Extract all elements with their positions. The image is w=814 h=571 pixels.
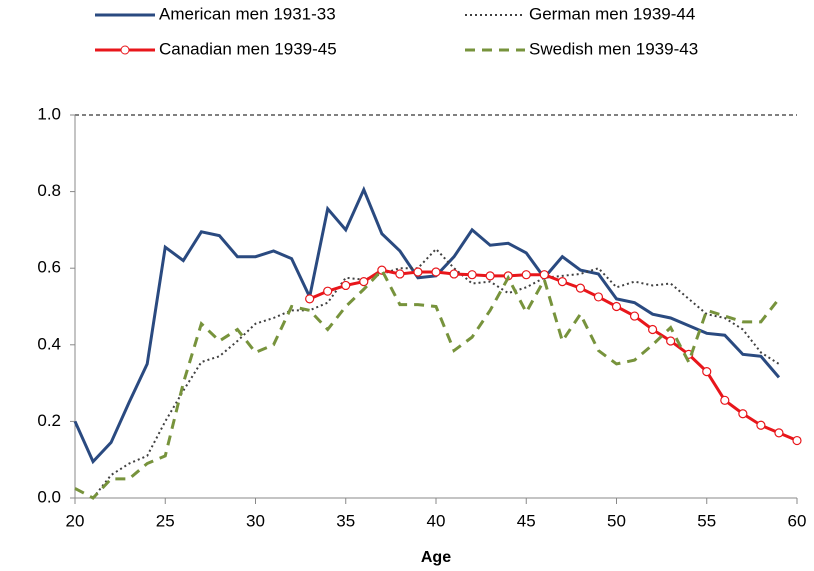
y-tick-label: 0.4 (37, 334, 61, 353)
point (323, 286, 333, 296)
x-tick-label: 35 (336, 511, 355, 530)
series-line (74, 267, 781, 500)
point (359, 277, 369, 287)
point (575, 283, 586, 293)
point (611, 301, 622, 312)
x-tick-label: 25 (156, 511, 175, 530)
point (431, 267, 441, 277)
series-line (309, 268, 798, 442)
x-tick-label: 50 (607, 511, 626, 530)
series-line (73, 185, 781, 465)
point (593, 292, 604, 302)
point (629, 311, 640, 321)
y-tick-label: 0.2 (37, 411, 61, 430)
point (413, 267, 423, 277)
point (738, 409, 748, 419)
point (756, 420, 766, 430)
point (449, 269, 459, 279)
legend-marker (120, 45, 130, 55)
y-tick-label: 1.0 (37, 104, 61, 123)
point (305, 294, 315, 304)
y-tick-label: 0.6 (37, 258, 61, 277)
legend-label: Canadian men 1939-45 (159, 39, 337, 58)
point (485, 271, 495, 281)
legend-label: Swedish men 1939-43 (529, 39, 698, 58)
point (702, 367, 712, 377)
point (666, 336, 676, 346)
legend-label: German men 1939-44 (529, 4, 695, 23)
point (720, 395, 730, 405)
series-line (92, 247, 780, 499)
x-tick-label: 45 (517, 511, 536, 530)
x-tick-label: 20 (66, 511, 85, 530)
point (557, 277, 567, 287)
point (521, 270, 531, 280)
legend-label: American men 1931-33 (159, 4, 336, 23)
y-tick-label: 0.0 (37, 487, 61, 506)
x-tick-label: 55 (697, 511, 716, 530)
point (792, 435, 802, 446)
point (341, 280, 351, 291)
point (395, 269, 405, 279)
x-axis-label: Age (421, 549, 451, 566)
point (647, 324, 658, 335)
x-tick-label: 60 (788, 511, 807, 530)
x-tick-label: 40 (427, 511, 446, 530)
x-tick-label: 30 (246, 511, 265, 530)
point (539, 270, 549, 280)
y-tick-label: 0.8 (37, 181, 61, 200)
point (467, 270, 477, 280)
point (774, 428, 784, 438)
